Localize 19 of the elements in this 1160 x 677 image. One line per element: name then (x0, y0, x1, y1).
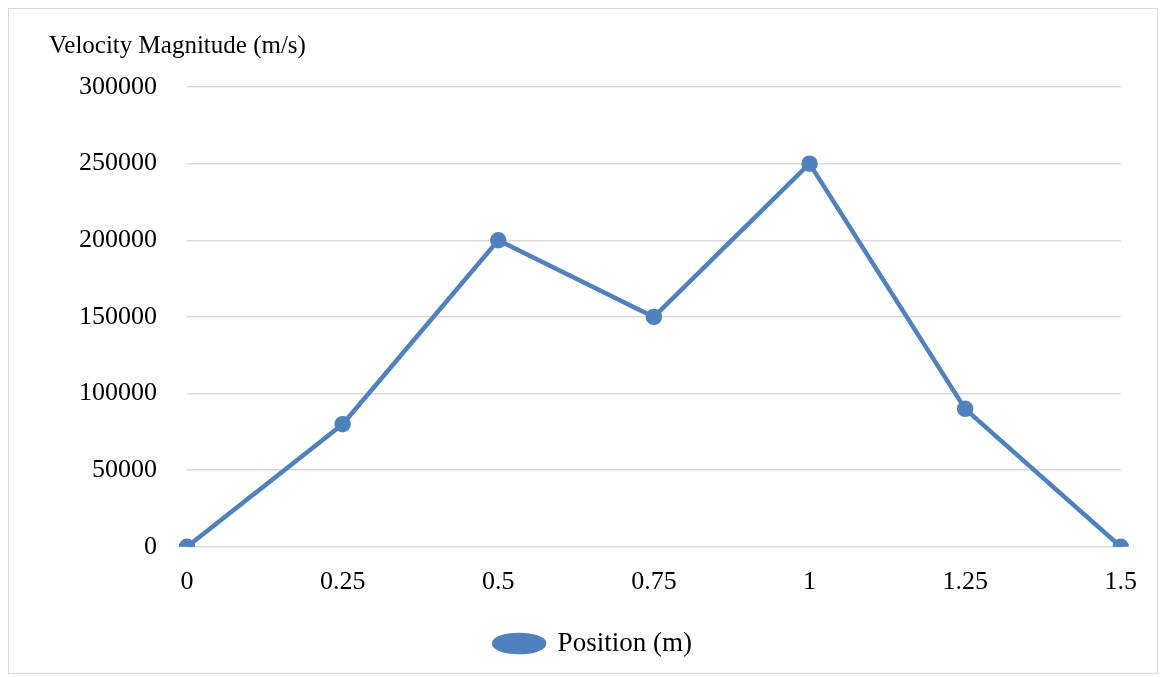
x-tick-label: 0.5 (482, 566, 515, 596)
x-tick-label: 1.5 (1104, 566, 1137, 596)
y-tick-label: 50000 (92, 453, 157, 483)
x-tick-label: 1.25 (942, 566, 988, 596)
x-tick-label: 0.25 (319, 566, 366, 596)
y-tick-label: 150000 (79, 300, 157, 330)
chart-title: Velocity Magnitude (m/s) (49, 30, 306, 59)
point (645, 308, 663, 326)
point (490, 232, 507, 249)
y-tick-label: 200000 (79, 224, 157, 254)
y-tick-label: 300000 (79, 70, 157, 100)
y-tick-label: 100000 (79, 377, 157, 407)
x-tick-label: 1 (803, 566, 816, 596)
point (801, 155, 818, 172)
legend-label: Position (m) (557, 626, 692, 657)
y-tick-label: 250000 (79, 147, 157, 177)
y-tick-label: 0 (144, 530, 157, 560)
x-tick-label: 0 (180, 566, 194, 596)
x-tick-label: 0.75 (631, 566, 677, 596)
